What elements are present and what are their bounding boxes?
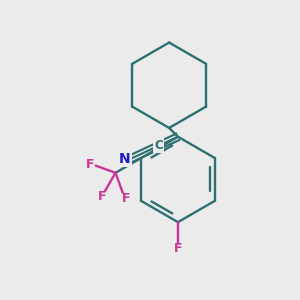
Text: F: F	[86, 158, 94, 171]
Text: F: F	[122, 191, 130, 205]
Text: N: N	[119, 152, 130, 166]
Text: F: F	[174, 242, 182, 255]
Text: F: F	[98, 190, 107, 203]
Text: C: C	[154, 140, 163, 152]
